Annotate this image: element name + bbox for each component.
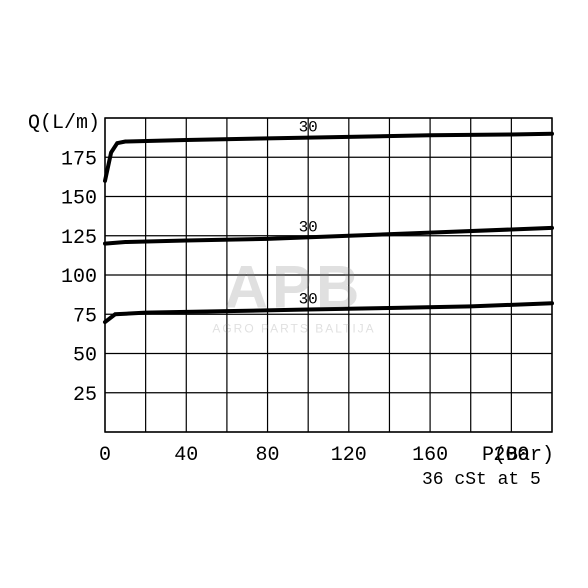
chart-container: 25507510012515017504080120160200Q(L/m)P(… [0,0,588,588]
y-axis-label: Q(L/m) [28,112,100,135]
x-tick-label: 0 [99,444,111,467]
y-tick-label: 75 [73,305,97,328]
series-label: 30 [299,119,318,137]
x-tick-label: 120 [331,444,367,467]
y-tick-label: 175 [61,148,97,171]
x-axis-label: P(Bar) [482,444,554,467]
x-tick-label: 160 [412,444,448,467]
y-tick-label: 150 [61,188,97,211]
y-tick-label: 125 [61,227,97,250]
x-tick-label: 40 [174,444,198,467]
x-tick-label: 80 [256,444,280,467]
series-label: 30 [299,291,318,309]
series-line [105,303,552,322]
y-tick-label: 25 [73,384,97,407]
y-tick-label: 100 [61,266,97,289]
chart-svg: 25507510012515017504080120160200Q(L/m)P(… [0,0,588,588]
series-label: 30 [299,218,318,236]
y-tick-label: 50 [73,345,97,368]
chart-footnote: 36 cSt at 5 [422,470,541,490]
